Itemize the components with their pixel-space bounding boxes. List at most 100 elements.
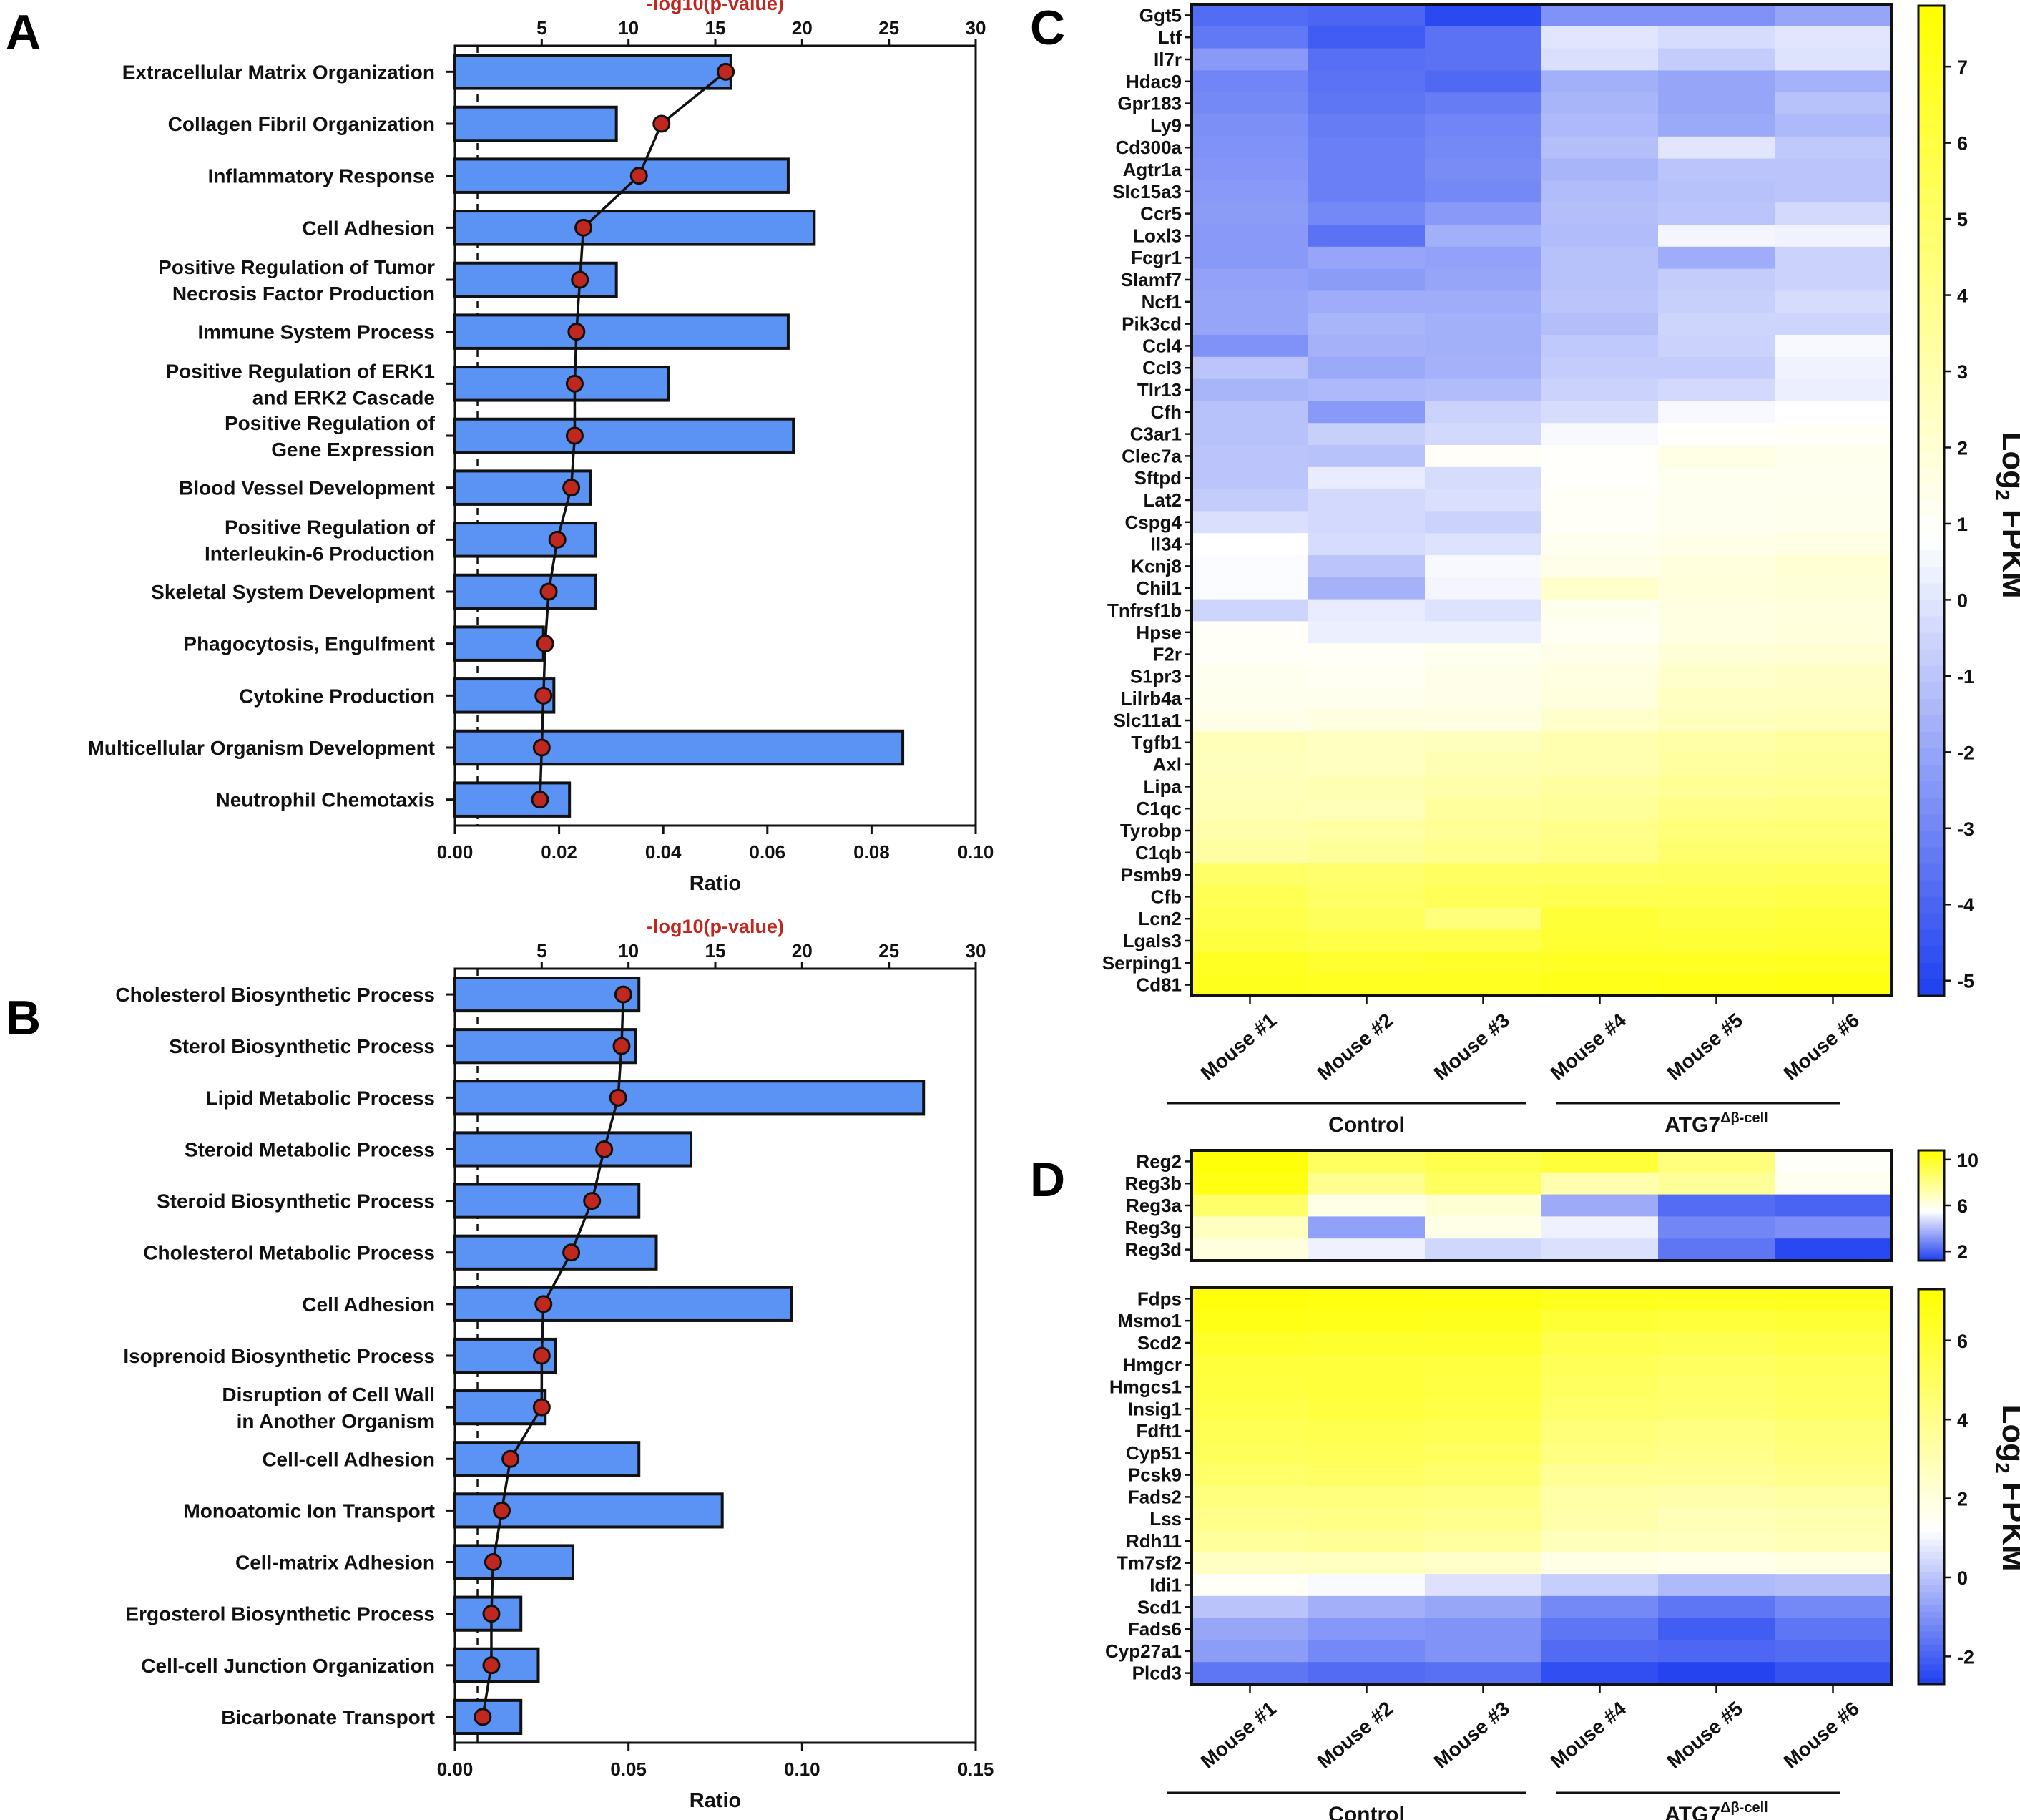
gene-label: Cyp27a1: [1105, 1640, 1182, 1662]
colorbar-segment: [1918, 1559, 1944, 1566]
heatmap-cell: [1192, 136, 1309, 160]
heatmap-cell: [1658, 290, 1775, 313]
heatmap-cell: [1425, 533, 1542, 556]
gene-label: Lcn2: [1138, 908, 1182, 929]
term-label: Inflammatory Response: [208, 165, 435, 187]
term-label: Disruption of Cell Wall in Another Organi…: [222, 1384, 435, 1432]
colorbar-segment: [1918, 1289, 1944, 1296]
heatmap-cell: [1775, 290, 1892, 313]
colorbar-segment: [1918, 1214, 1944, 1217]
heatmap-cell: [1192, 511, 1309, 534]
bar: [453, 1286, 793, 1322]
heatmap-cell: [1541, 180, 1659, 203]
colorbar-segment: [1918, 616, 1944, 634]
heatmap-cell: [1308, 1552, 1426, 1575]
heatmap-cell: [1658, 1288, 1775, 1311]
heatmap-cell: [1541, 158, 1659, 181]
heatmap-cell: [1192, 1397, 1309, 1421]
pvalue-point: [532, 738, 551, 757]
heatmap-cell: [1658, 599, 1775, 622]
heatmap-cell: [1192, 1595, 1309, 1619]
heatmap-cell: [1308, 1419, 1426, 1443]
gene-label: Hmgcs1: [1109, 1376, 1182, 1398]
colorbar-segment: [1918, 187, 1944, 205]
heatmap-cell: [1192, 313, 1309, 336]
colorbar-tick-label: 0: [1957, 589, 1968, 611]
colorbar-segment: [1918, 1434, 1944, 1442]
bar: [453, 313, 790, 350]
heatmap-cell: [1775, 621, 1892, 644]
heatmap-cell: [1541, 445, 1659, 468]
term-label: Neutrophil Chemotaxis: [216, 789, 435, 811]
colorbar-segment: [1918, 39, 1944, 56]
heatmap-cell: [1775, 4, 1892, 27]
heatmap-cell: [1658, 776, 1775, 798]
heatmap-cell: [1192, 907, 1309, 931]
heatmap-cell: [1541, 114, 1659, 137]
heatmap-cell: [1541, 1442, 1659, 1464]
heatmap-cell: [1775, 599, 1892, 622]
heatmap-cell: [1775, 951, 1892, 974]
heatmap-cell: [1192, 1309, 1309, 1333]
heatmap-cell: [1658, 1618, 1775, 1641]
heatmap-cell: [1425, 1595, 1542, 1619]
colorbar-tick-label: -4: [1957, 894, 1974, 916]
heatmap-cell: [1425, 797, 1542, 821]
colorbar-segment: [1918, 385, 1944, 403]
gene-label: Gpr183: [1117, 93, 1182, 114]
heatmap-cell: [1425, 555, 1542, 578]
heatmap-cell: [1775, 665, 1892, 688]
heatmap-cell: [1775, 335, 1892, 358]
heatmap-cell: [1658, 974, 1775, 997]
heatmap-cell: [1658, 1172, 1775, 1195]
heatmap-cell: [1658, 1397, 1775, 1421]
heatmap-cell: [1541, 1530, 1659, 1552]
bar: [453, 261, 618, 298]
gene-label: Hmgcr: [1123, 1354, 1182, 1376]
heatmap-cell: [1308, 202, 1426, 225]
pvalue-point: [482, 1605, 501, 1623]
heatmap-cell: [1192, 158, 1309, 181]
colorbar-segment: [1918, 1388, 1944, 1395]
gene-label: Kcnj8: [1131, 555, 1182, 577]
colorbar-tick-label: 1: [1957, 514, 1968, 535]
colorbar-segment: [1918, 1545, 1944, 1553]
heatmap-cell: [1775, 863, 1892, 886]
heatmap-cell: [1658, 489, 1775, 512]
heatmap-cell: [1658, 1419, 1775, 1443]
heatmap-cell: [1541, 1552, 1659, 1575]
heatmap-cell: [1541, 687, 1659, 710]
colorbar-segment: [1918, 1414, 1944, 1422]
heatmap-cell: [1775, 92, 1892, 115]
colorbar-segment: [1918, 451, 1944, 469]
heatmap-cell: [1425, 753, 1542, 776]
heatmap-cell: [1775, 1507, 1892, 1531]
heatmap-cell: [1775, 709, 1892, 732]
top-tick-label: 20: [792, 940, 813, 962]
heatmap-cell: [1775, 26, 1892, 49]
colorbar-segment: [1918, 1374, 1944, 1382]
heatmap-cell: [1308, 643, 1426, 666]
colorbar-segment: [1918, 1677, 1944, 1685]
pvalue-point: [493, 1501, 511, 1520]
bar: [453, 1234, 658, 1271]
heatmap-cell: [1192, 599, 1309, 622]
colorbar-segment: [1918, 1198, 1944, 1200]
heatmap-cell: [1192, 401, 1309, 424]
x-tick-label: 0.04: [645, 841, 682, 863]
heatmap-cell: [1775, 1530, 1892, 1552]
colorbar-segment: [1918, 1256, 1944, 1260]
group-label-atg7: ATG7Δβ-cell: [1664, 1800, 1768, 1820]
colorbar-segment: [1918, 1240, 1944, 1243]
heatmap-cell: [1775, 886, 1892, 909]
colorbar-segment: [1918, 863, 1944, 881]
term-label: Lipid Metabolic Process: [205, 1087, 435, 1109]
colorbar-frame: [1917, 1288, 1946, 1686]
pvalue-point: [484, 1553, 502, 1572]
gene-label: Fads2: [1128, 1486, 1182, 1507]
bar: [453, 1441, 641, 1477]
heatmap-cell: [1658, 378, 1775, 401]
colorbar-segment: [1918, 1638, 1944, 1645]
heatmap-cell: [1308, 1574, 1426, 1597]
colorbar-segment: [1918, 1315, 1944, 1323]
